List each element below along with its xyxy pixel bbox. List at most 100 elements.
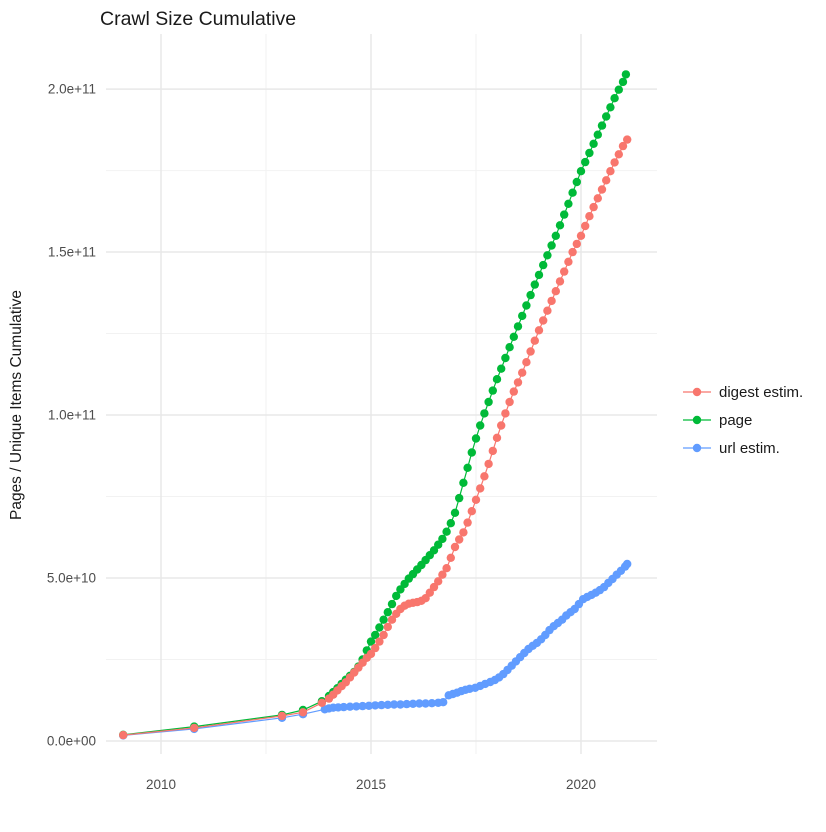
- data-point: [593, 130, 602, 139]
- data-point: [446, 553, 455, 562]
- data-point: [530, 336, 539, 345]
- data-point: [480, 409, 489, 418]
- data-point: [467, 507, 476, 516]
- legend-key-point-icon: [692, 443, 702, 453]
- data-point: [539, 260, 548, 270]
- data-point: [434, 540, 443, 549]
- data-point: [352, 702, 361, 711]
- data-point: [383, 622, 392, 632]
- data-point: [389, 700, 399, 709]
- data-point: [564, 257, 573, 266]
- data-point: [476, 421, 485, 430]
- data-point: [119, 730, 128, 740]
- x-tick-label: 2015: [356, 777, 386, 792]
- data-point: [597, 185, 607, 194]
- x-tick-label: 2010: [146, 777, 176, 792]
- data-point: [392, 591, 401, 601]
- data-point: [497, 364, 506, 373]
- data-point: [618, 141, 628, 151]
- data-point: [534, 326, 544, 335]
- data-point: [455, 493, 464, 503]
- data-point: [402, 699, 411, 709]
- data-point: [463, 518, 472, 527]
- data-point: [585, 148, 594, 158]
- data-point: [572, 177, 581, 187]
- data-point: [492, 375, 502, 384]
- data-point: [589, 202, 598, 212]
- data-point: [560, 267, 569, 276]
- data-point: [568, 188, 577, 197]
- legend-item-label: page: [719, 412, 752, 429]
- data-point: [339, 702, 348, 712]
- y-tick-label: 0.0e+00: [47, 733, 96, 748]
- data-point: [379, 615, 388, 624]
- data-point: [602, 176, 611, 185]
- data-point: [501, 409, 510, 418]
- data-point: [484, 459, 493, 469]
- data-point: [497, 421, 506, 430]
- data-point: [610, 158, 619, 167]
- data-point: [513, 322, 523, 331]
- data-point: [623, 135, 632, 144]
- legend-key-point-icon: [692, 415, 702, 425]
- grid-minor-lines: [106, 34, 657, 754]
- data-point: [547, 241, 556, 250]
- data-point: [492, 433, 502, 442]
- x-tick-label: 2020: [566, 777, 596, 792]
- data-point: [585, 212, 594, 221]
- y-tick-label: 1.5e+11: [48, 245, 96, 260]
- data-point: [614, 150, 623, 159]
- axis-tick-labels: 0.0e+00 5.0e+10 1.0e+11 1.5e+11 2.0e+11 2010 2…: [47, 82, 596, 792]
- data-point: [526, 347, 535, 356]
- data-point: [298, 708, 308, 717]
- data-point: [576, 231, 586, 240]
- data-point: [371, 701, 380, 710]
- y-tick-label: 1.0e+11: [48, 408, 96, 423]
- data-point: [606, 103, 615, 112]
- data-point: [534, 270, 544, 280]
- data-point: [383, 700, 392, 709]
- data-point: [568, 247, 577, 257]
- data-point: [371, 630, 380, 640]
- data-point: [522, 358, 531, 367]
- data-point: [547, 296, 556, 306]
- data-point: [581, 221, 590, 231]
- data-point: [438, 570, 447, 579]
- data-point: [597, 121, 607, 130]
- data-point: [501, 353, 510, 363]
- data-point: [396, 700, 405, 709]
- data-point: [513, 378, 523, 387]
- legend-item-page: page: [683, 412, 752, 429]
- data-point: [539, 316, 548, 325]
- data-point: [371, 643, 380, 653]
- data-point: [366, 637, 376, 646]
- data-point: [429, 582, 439, 592]
- data-point: [379, 630, 388, 640]
- data-point: [377, 700, 386, 710]
- data-point: [387, 615, 397, 624]
- data-point: [317, 698, 327, 707]
- data-point: [442, 527, 451, 536]
- data-point: [509, 332, 518, 341]
- data-point: [543, 306, 552, 315]
- chart-title: Crawl Size Cumulative: [100, 8, 296, 30]
- data-point: [618, 77, 628, 87]
- data-point: [427, 699, 437, 708]
- data-point: [459, 478, 468, 487]
- data-point: [606, 167, 615, 176]
- data-point: [589, 139, 598, 148]
- legend-item-url-estim: url estim.: [683, 440, 780, 457]
- data-point: [358, 701, 367, 711]
- series-digest-estim: [119, 135, 632, 740]
- data-point: [190, 723, 199, 733]
- series-url-estim: [119, 559, 632, 740]
- data-point: [438, 534, 447, 544]
- data-point: [505, 343, 514, 352]
- data-point: [375, 623, 384, 632]
- legend: digest estim. page url estim.: [683, 384, 803, 457]
- data-point: [467, 448, 476, 457]
- data-point: [522, 301, 531, 310]
- data-point: [345, 702, 355, 711]
